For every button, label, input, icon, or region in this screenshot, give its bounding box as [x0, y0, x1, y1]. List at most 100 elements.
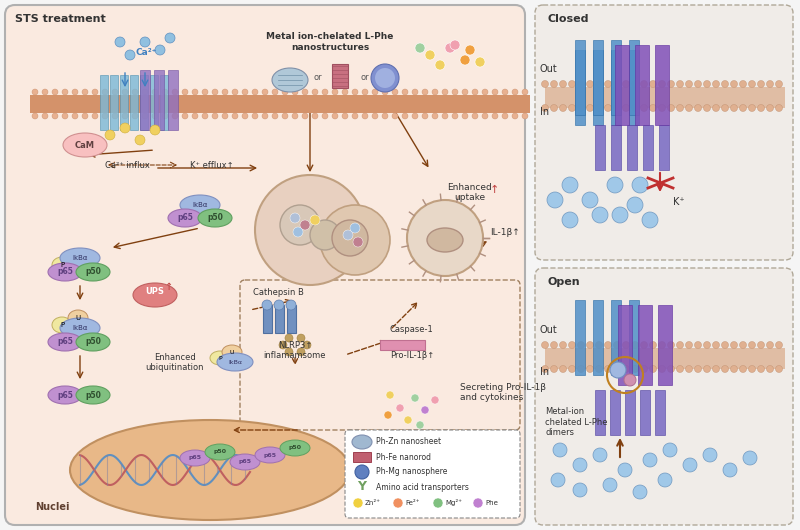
Circle shape: [739, 366, 746, 373]
Circle shape: [404, 416, 412, 424]
Circle shape: [115, 37, 125, 47]
Ellipse shape: [60, 248, 100, 268]
Circle shape: [462, 113, 468, 119]
Circle shape: [730, 104, 738, 111]
Circle shape: [667, 104, 674, 111]
Text: p65: p65: [57, 391, 73, 400]
Circle shape: [614, 104, 621, 111]
Circle shape: [212, 113, 218, 119]
Circle shape: [102, 113, 108, 119]
Text: Secreting Pro-IL-1β
and cytokines: Secreting Pro-IL-1β and cytokines: [460, 383, 546, 402]
Bar: [140, 70, 150, 130]
Text: Metal ion-chelated L-Phe
nanostructures: Metal ion-chelated L-Phe nanostructures: [266, 32, 394, 52]
Circle shape: [353, 498, 363, 508]
Ellipse shape: [68, 310, 88, 326]
Circle shape: [582, 192, 598, 208]
Circle shape: [232, 89, 238, 95]
Text: or: or: [361, 73, 370, 82]
Circle shape: [122, 89, 128, 95]
Circle shape: [573, 458, 587, 472]
Circle shape: [578, 104, 585, 111]
Text: ↑: ↑: [165, 282, 173, 292]
Circle shape: [512, 113, 518, 119]
Circle shape: [547, 192, 563, 208]
Circle shape: [553, 443, 567, 457]
Ellipse shape: [48, 263, 82, 281]
Circle shape: [332, 220, 368, 256]
Circle shape: [242, 113, 248, 119]
Circle shape: [362, 113, 368, 119]
Text: p65: p65: [238, 460, 251, 464]
Circle shape: [677, 104, 683, 111]
Circle shape: [569, 366, 575, 373]
Circle shape: [302, 89, 308, 95]
Circle shape: [396, 404, 404, 412]
Ellipse shape: [427, 228, 463, 252]
Ellipse shape: [205, 444, 235, 460]
Circle shape: [722, 81, 729, 87]
Circle shape: [569, 81, 575, 87]
Circle shape: [322, 89, 328, 95]
Circle shape: [663, 443, 677, 457]
Circle shape: [475, 57, 485, 67]
Ellipse shape: [133, 283, 177, 307]
Text: IL-1β↑: IL-1β↑: [490, 228, 520, 237]
Circle shape: [703, 448, 717, 462]
Circle shape: [559, 366, 566, 373]
Circle shape: [352, 89, 358, 95]
Circle shape: [382, 113, 388, 119]
Circle shape: [392, 89, 398, 95]
Circle shape: [482, 89, 488, 95]
Circle shape: [522, 89, 528, 95]
Circle shape: [442, 89, 448, 95]
Circle shape: [586, 104, 594, 111]
Circle shape: [425, 50, 435, 60]
Circle shape: [542, 81, 549, 87]
Circle shape: [421, 406, 429, 414]
Bar: [610, 390, 620, 435]
Circle shape: [285, 348, 293, 356]
Ellipse shape: [76, 386, 110, 404]
Circle shape: [125, 50, 135, 60]
Circle shape: [749, 366, 755, 373]
Circle shape: [384, 411, 392, 419]
Circle shape: [362, 89, 368, 95]
Bar: [611, 40, 621, 115]
Text: Phe: Phe: [485, 500, 498, 506]
Circle shape: [435, 60, 445, 70]
Circle shape: [155, 45, 165, 55]
Circle shape: [62, 89, 68, 95]
Circle shape: [285, 334, 293, 342]
Circle shape: [274, 300, 284, 310]
Circle shape: [292, 113, 298, 119]
Bar: [332, 64, 348, 88]
Circle shape: [592, 207, 608, 223]
Circle shape: [749, 341, 755, 349]
Circle shape: [372, 89, 378, 95]
Text: Out: Out: [540, 64, 558, 74]
Circle shape: [312, 89, 318, 95]
Circle shape: [542, 104, 549, 111]
Ellipse shape: [280, 440, 310, 456]
Circle shape: [550, 366, 558, 373]
Circle shape: [683, 458, 697, 472]
Circle shape: [703, 104, 710, 111]
Circle shape: [343, 230, 353, 240]
Text: K⁺ efflux↑: K⁺ efflux↑: [190, 161, 234, 170]
Circle shape: [722, 366, 729, 373]
Circle shape: [222, 89, 228, 95]
Bar: [545, 348, 785, 369]
Circle shape: [262, 113, 268, 119]
Circle shape: [212, 89, 218, 95]
Circle shape: [643, 453, 657, 467]
Circle shape: [686, 366, 693, 373]
Bar: [611, 50, 621, 125]
Text: Nuclei: Nuclei: [35, 502, 70, 512]
Text: Ca²⁺ influx: Ca²⁺ influx: [105, 161, 150, 170]
Circle shape: [758, 81, 765, 87]
Bar: [629, 300, 639, 375]
Circle shape: [292, 89, 298, 95]
Text: p65: p65: [57, 338, 73, 347]
Circle shape: [559, 341, 566, 349]
Text: p50: p50: [85, 338, 101, 347]
